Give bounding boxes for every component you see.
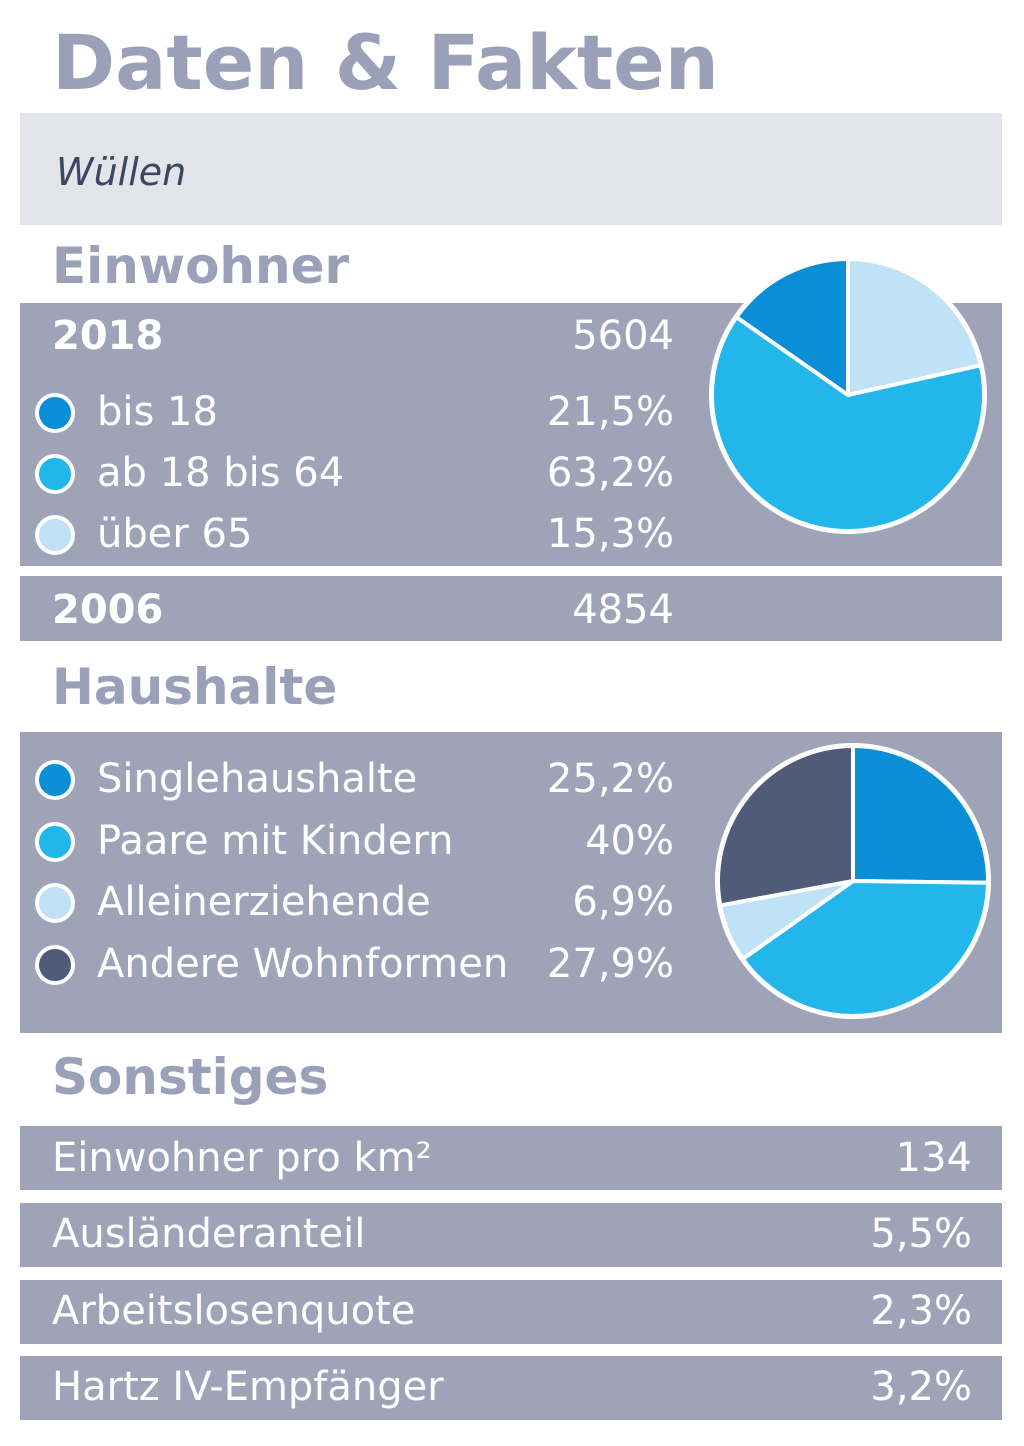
stat-value-arbeitslos: 2,3%	[870, 1288, 972, 1334]
einwohner-pie-slice-ab-18-bis-64	[710, 315, 986, 533]
einwohner-heading: Einwohner	[52, 237, 350, 295]
legend-label-single: Singlehaushalte	[97, 756, 418, 802]
legend-dot-andere	[35, 945, 75, 985]
legend-value-ueber-65: 15,3%	[546, 511, 674, 557]
einwohner-pie-slice-über-65	[846, 257, 983, 397]
legend-label-18-64: ab 18 bis 64	[97, 450, 345, 496]
legend-value-alleinerziehende: 6,9%	[572, 879, 674, 925]
legend-label-alleinerziehende: Alleinerziehende	[97, 879, 431, 925]
legend-label-ueber-65: über 65	[97, 511, 253, 557]
stat-label-auslaender: Ausländeranteil	[52, 1211, 366, 1257]
haushalte-pie-slice-andere-wohnformen	[716, 744, 855, 908]
legend-value-paare: 40%	[585, 818, 674, 864]
year-2006-value: 4854	[572, 587, 674, 633]
year-2018-value: 5604	[572, 313, 674, 359]
haushalte-heading: Haushalte	[52, 658, 338, 716]
legend-dot-18-64	[35, 454, 75, 494]
legend-dot-bis-18	[35, 393, 75, 433]
stat-row	[20, 1280, 1002, 1344]
page-title: Daten & Fakten	[52, 18, 719, 107]
year-2006-bar	[20, 576, 1002, 641]
einwohner-pie-slice-bis-18	[734, 257, 850, 397]
legend-label-bis-18: bis 18	[97, 389, 218, 435]
stat-label-hartz: Hartz IV-Empfänger	[52, 1364, 444, 1410]
legend-dot-paare	[35, 822, 75, 862]
sonstiges-heading: Sonstiges	[52, 1048, 329, 1106]
stat-label-arbeitslos: Arbeitslosenquote	[52, 1288, 416, 1334]
legend-value-single: 25,2%	[546, 756, 674, 802]
stat-row	[20, 1126, 1002, 1190]
location-bar	[20, 113, 1002, 225]
legend-dot-alleinerziehende	[35, 883, 75, 923]
stat-value-density: 134	[895, 1135, 972, 1181]
year-2006-label: 2006	[52, 587, 164, 633]
location-name: Wüllen	[56, 150, 187, 194]
legend-value-18-64: 63,2%	[546, 450, 674, 496]
legend-dot-ueber-65	[35, 515, 75, 555]
stat-value-auslaender: 5,5%	[870, 1211, 972, 1257]
legend-dot-single	[35, 760, 75, 800]
haushalte-pie-chart	[715, 743, 991, 1019]
legend-label-andere: Andere Wohnformen	[97, 941, 509, 987]
stat-row	[20, 1203, 1002, 1267]
year-2018-label: 2018	[52, 313, 164, 359]
stat-label-density: Einwohner pro km²	[52, 1135, 432, 1181]
einwohner-pie-chart	[709, 256, 987, 534]
legend-label-paare: Paare mit Kindern	[97, 818, 454, 864]
haushalte-pie-slice-singlehaushalte	[851, 744, 990, 885]
legend-value-bis-18: 21,5%	[546, 389, 674, 435]
haushalte-pie-slice-paare-mit-kindern	[740, 879, 990, 1018]
stat-value-hartz: 3,2%	[870, 1364, 972, 1410]
legend-value-andere: 27,9%	[546, 941, 674, 987]
stat-row	[20, 1356, 1002, 1420]
